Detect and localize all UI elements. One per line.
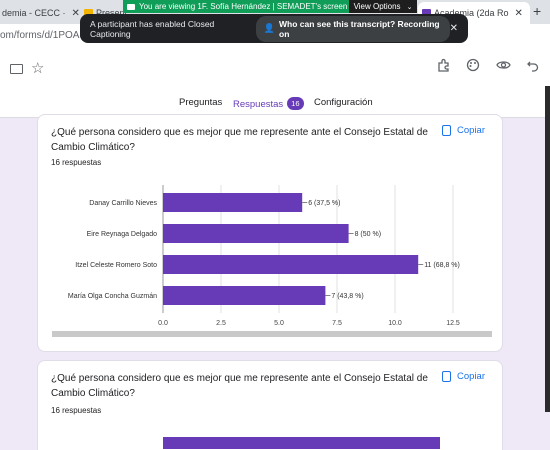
star-icon[interactable]: ☆ <box>31 60 45 77</box>
new-tab-button[interactable]: + <box>533 3 542 19</box>
url-text[interactable]: om/forms/d/1POA3 <box>0 30 86 41</box>
question-summary-card: ¿Qué persona considero que es mejor que … <box>37 114 503 352</box>
copy-label: Copiar <box>457 125 485 136</box>
bar <box>163 224 349 243</box>
tab-settings[interactable]: Configuración <box>314 97 373 108</box>
browser-tab[interactable]: demia - CECC · ✕ <box>0 2 80 24</box>
browser-tab-title: Present <box>96 8 126 18</box>
palette-icon[interactable] <box>466 58 480 75</box>
question-title: ¿Qué persona considero que es mejor que … <box>51 373 428 399</box>
copy-chart-button[interactable]: Copiar <box>442 125 485 136</box>
x-tick-label: 2,5 <box>216 320 226 325</box>
question-title: ¿Qué persona considero que es mejor que … <box>51 127 428 153</box>
view-options-label: View Options <box>353 2 401 11</box>
chart-scrollbar[interactable] <box>52 331 492 337</box>
preview-icon[interactable] <box>496 58 511 75</box>
captions-message: A participant has enabled Closed Caption… <box>90 18 215 39</box>
close-icon[interactable]: ✕ <box>514 7 523 19</box>
video-camera-icon <box>127 3 135 10</box>
category-label: María Olga Concha Guzmán <box>68 293 157 300</box>
x-tick-label: 5,0 <box>274 320 284 325</box>
value-label: 7 (43,8 %) <box>331 293 363 300</box>
category-label: Itzel Celeste Romero Soto <box>75 262 157 269</box>
tab-questions[interactable]: Preguntas <box>179 97 223 108</box>
value-label: 6 (37,5 %) <box>308 200 340 207</box>
window-edge <box>545 86 550 412</box>
value-label: 8 (50 %) <box>355 231 381 238</box>
x-tick-label: 0,0 <box>158 320 168 325</box>
category-label: Danay Carrillo Nieves <box>89 200 157 207</box>
browser-tab-title: demia - CECC · <box>2 8 66 18</box>
copy-label: Copiar <box>457 371 485 382</box>
copy-chart-button[interactable]: Copiar <box>442 371 485 382</box>
close-icon[interactable]: ✕ <box>71 7 80 19</box>
copy-icon <box>442 125 451 136</box>
transcript-info-label: Who can see this transcript? Recording o… <box>279 18 440 39</box>
response-count: 16 respuestas <box>51 406 102 415</box>
responses-bar-chart: 0,0 2,5 5,0 7,5 10,0 12,5 Danay Carrillo Nieve… <box>68 185 460 325</box>
forms-icon <box>422 8 431 18</box>
x-tick-label: 12,5 <box>446 320 460 325</box>
x-tick-label: 10,0 <box>388 320 402 325</box>
screen-share-text: You are viewing 1F. Sofía Hernández | SE… <box>139 2 348 11</box>
chevron-down-icon: ⌄ <box>406 3 413 11</box>
browser-tab[interactable]: Present <box>80 2 126 24</box>
value-label: 11 (68,8 %) <box>424 262 460 269</box>
bar <box>163 286 326 305</box>
slides-icon <box>84 8 93 18</box>
transcript-info-button[interactable]: 👤 Who can see this transcript? Recording… <box>255 15 450 42</box>
response-count: 16 respuestas <box>51 158 102 167</box>
close-icon[interactable]: ✕ <box>449 23 458 34</box>
copy-icon <box>442 371 451 382</box>
bar <box>163 255 419 274</box>
screen-share-banner: You are viewing 1F. Sofía Hernández | SE… <box>123 0 349 13</box>
addon-icon[interactable] <box>437 58 451 75</box>
tab-responses[interactable]: Respuestas 16 <box>233 97 304 110</box>
browser-tab-title: Academia (2da Ro <box>434 8 509 18</box>
bar <box>163 193 303 212</box>
undo-icon[interactable] <box>526 58 540 75</box>
category-label: Eire Reynaga Delgado <box>87 231 158 238</box>
folder-icon[interactable] <box>10 64 23 74</box>
responses-count-badge: 16 <box>287 97 304 110</box>
tab-responses-label: Respuestas <box>233 99 284 110</box>
captions-notification: A participant has enabled Closed Caption… <box>80 14 468 43</box>
question-summary-card: ¿Qué persona considero que es mejor que … <box>37 360 503 450</box>
forms-header: ☆ Preguntas Respuestas 16 Configuración <box>0 46 550 118</box>
x-tick-label: 7,5 <box>332 320 342 325</box>
person-icon: 👤 <box>263 23 275 33</box>
view-options-button[interactable]: View Options ⌄ <box>349 0 417 13</box>
chart-bar <box>163 437 440 449</box>
